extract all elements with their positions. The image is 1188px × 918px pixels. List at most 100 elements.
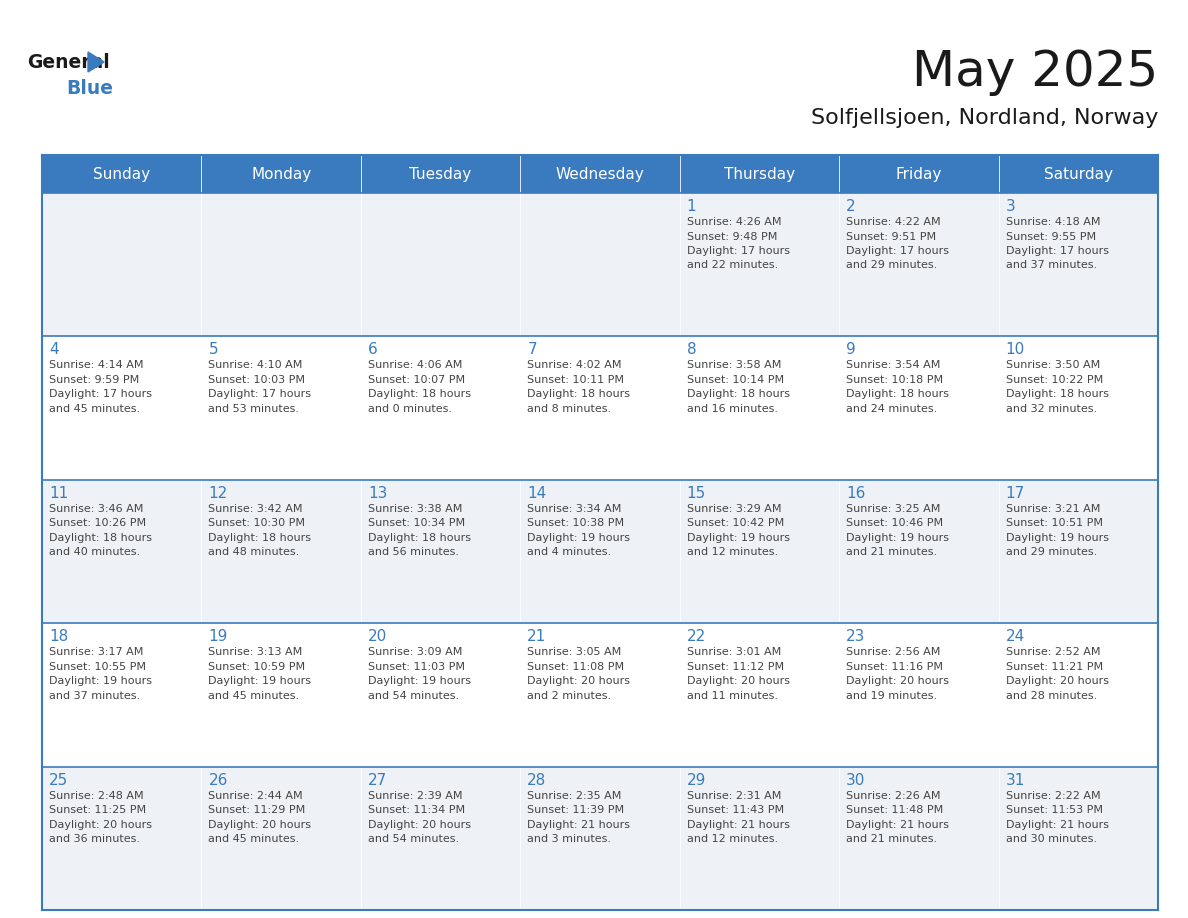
Text: and 16 minutes.: and 16 minutes. bbox=[687, 404, 778, 414]
Text: Wednesday: Wednesday bbox=[556, 166, 644, 182]
Text: Sunrise: 2:31 AM: Sunrise: 2:31 AM bbox=[687, 790, 781, 800]
Bar bbox=[999, 155, 1158, 193]
Bar bbox=[202, 480, 361, 623]
Text: Sunrise: 3:13 AM: Sunrise: 3:13 AM bbox=[208, 647, 303, 657]
Text: 21: 21 bbox=[527, 629, 546, 644]
Text: Sunrise: 4:18 AM: Sunrise: 4:18 AM bbox=[1005, 217, 1100, 227]
Text: 18: 18 bbox=[49, 629, 68, 644]
Text: and 53 minutes.: and 53 minutes. bbox=[208, 404, 299, 414]
Bar bbox=[361, 155, 520, 193]
Text: Sunset: 11:08 PM: Sunset: 11:08 PM bbox=[527, 662, 625, 672]
Text: and 37 minutes.: and 37 minutes. bbox=[1005, 261, 1097, 271]
Bar bbox=[839, 767, 999, 910]
Text: Sunset: 10:07 PM: Sunset: 10:07 PM bbox=[368, 375, 465, 385]
Text: Daylight: 20 hours: Daylight: 20 hours bbox=[1005, 677, 1108, 686]
Text: Daylight: 21 hours: Daylight: 21 hours bbox=[1005, 820, 1108, 830]
Text: 10: 10 bbox=[1005, 342, 1025, 357]
Text: and 36 minutes.: and 36 minutes. bbox=[49, 834, 140, 844]
Text: and 30 minutes.: and 30 minutes. bbox=[1005, 834, 1097, 844]
Text: Daylight: 20 hours: Daylight: 20 hours bbox=[49, 820, 152, 830]
Text: Sunset: 9:59 PM: Sunset: 9:59 PM bbox=[49, 375, 139, 385]
Text: Sunrise: 4:26 AM: Sunrise: 4:26 AM bbox=[687, 217, 782, 227]
Text: Daylight: 21 hours: Daylight: 21 hours bbox=[687, 820, 790, 830]
Text: 12: 12 bbox=[208, 486, 228, 501]
Text: Sunset: 9:55 PM: Sunset: 9:55 PM bbox=[1005, 231, 1095, 241]
Bar bbox=[202, 336, 361, 480]
Text: 6: 6 bbox=[368, 342, 378, 357]
Text: and 45 minutes.: and 45 minutes. bbox=[49, 404, 140, 414]
Bar bbox=[680, 155, 839, 193]
Text: Daylight: 20 hours: Daylight: 20 hours bbox=[527, 677, 631, 686]
Bar bbox=[839, 623, 999, 767]
Text: 4: 4 bbox=[49, 342, 58, 357]
Bar bbox=[999, 480, 1158, 623]
Text: Sunrise: 3:54 AM: Sunrise: 3:54 AM bbox=[846, 361, 941, 370]
Text: Sunset: 10:55 PM: Sunset: 10:55 PM bbox=[49, 662, 146, 672]
Text: Daylight: 19 hours: Daylight: 19 hours bbox=[208, 677, 311, 686]
Text: Saturday: Saturday bbox=[1044, 166, 1113, 182]
Bar bbox=[42, 155, 202, 193]
Text: Sunrise: 3:21 AM: Sunrise: 3:21 AM bbox=[1005, 504, 1100, 514]
Text: Sunrise: 3:50 AM: Sunrise: 3:50 AM bbox=[1005, 361, 1100, 370]
Text: Sunset: 10:34 PM: Sunset: 10:34 PM bbox=[368, 519, 465, 528]
Bar bbox=[361, 623, 520, 767]
Text: Blue: Blue bbox=[67, 79, 114, 97]
Text: and 37 minutes.: and 37 minutes. bbox=[49, 690, 140, 700]
Bar bbox=[839, 336, 999, 480]
Text: Sunset: 11:43 PM: Sunset: 11:43 PM bbox=[687, 805, 784, 815]
Text: Friday: Friday bbox=[896, 166, 942, 182]
Text: and 45 minutes.: and 45 minutes. bbox=[208, 834, 299, 844]
Text: and 4 minutes.: and 4 minutes. bbox=[527, 547, 612, 557]
Text: Sunset: 10:46 PM: Sunset: 10:46 PM bbox=[846, 519, 943, 528]
Text: Sunrise: 3:38 AM: Sunrise: 3:38 AM bbox=[368, 504, 462, 514]
Text: and 28 minutes.: and 28 minutes. bbox=[1005, 690, 1097, 700]
Bar bbox=[999, 623, 1158, 767]
Text: Sunset: 11:12 PM: Sunset: 11:12 PM bbox=[687, 662, 784, 672]
Bar bbox=[42, 336, 202, 480]
Text: Daylight: 17 hours: Daylight: 17 hours bbox=[49, 389, 152, 399]
Text: Sunrise: 3:01 AM: Sunrise: 3:01 AM bbox=[687, 647, 781, 657]
Text: Sunset: 11:25 PM: Sunset: 11:25 PM bbox=[49, 805, 146, 815]
Bar bbox=[999, 193, 1158, 336]
Text: Sunrise: 3:25 AM: Sunrise: 3:25 AM bbox=[846, 504, 941, 514]
Text: and 3 minutes.: and 3 minutes. bbox=[527, 834, 612, 844]
Text: Sunset: 10:03 PM: Sunset: 10:03 PM bbox=[208, 375, 305, 385]
Text: Sunrise: 2:44 AM: Sunrise: 2:44 AM bbox=[208, 790, 303, 800]
Text: and 29 minutes.: and 29 minutes. bbox=[846, 261, 937, 271]
Text: Daylight: 20 hours: Daylight: 20 hours bbox=[368, 820, 470, 830]
Text: Sunset: 10:26 PM: Sunset: 10:26 PM bbox=[49, 519, 146, 528]
Text: Sunset: 11:34 PM: Sunset: 11:34 PM bbox=[368, 805, 465, 815]
Text: Daylight: 17 hours: Daylight: 17 hours bbox=[208, 389, 311, 399]
Bar bbox=[839, 155, 999, 193]
Text: 22: 22 bbox=[687, 629, 706, 644]
Text: Daylight: 17 hours: Daylight: 17 hours bbox=[687, 246, 790, 256]
Bar bbox=[680, 767, 839, 910]
Text: and 48 minutes.: and 48 minutes. bbox=[208, 547, 299, 557]
Text: 11: 11 bbox=[49, 486, 68, 501]
Text: Sunrise: 3:34 AM: Sunrise: 3:34 AM bbox=[527, 504, 621, 514]
Text: 15: 15 bbox=[687, 486, 706, 501]
Text: Sunset: 11:29 PM: Sunset: 11:29 PM bbox=[208, 805, 305, 815]
Bar bbox=[999, 336, 1158, 480]
Bar bbox=[42, 193, 202, 336]
Text: Sunset: 11:16 PM: Sunset: 11:16 PM bbox=[846, 662, 943, 672]
Bar bbox=[680, 336, 839, 480]
Bar bbox=[361, 480, 520, 623]
Text: 31: 31 bbox=[1005, 773, 1025, 788]
Text: and 29 minutes.: and 29 minutes. bbox=[1005, 547, 1097, 557]
Text: and 12 minutes.: and 12 minutes. bbox=[687, 547, 778, 557]
Text: Sunrise: 3:46 AM: Sunrise: 3:46 AM bbox=[49, 504, 144, 514]
Text: Daylight: 20 hours: Daylight: 20 hours bbox=[208, 820, 311, 830]
Bar bbox=[202, 623, 361, 767]
Text: 3: 3 bbox=[1005, 199, 1016, 214]
Text: 26: 26 bbox=[208, 773, 228, 788]
Text: and 40 minutes.: and 40 minutes. bbox=[49, 547, 140, 557]
Text: Daylight: 19 hours: Daylight: 19 hours bbox=[368, 677, 470, 686]
Text: and 21 minutes.: and 21 minutes. bbox=[846, 547, 937, 557]
Text: Sunset: 10:22 PM: Sunset: 10:22 PM bbox=[1005, 375, 1102, 385]
Bar bbox=[520, 623, 680, 767]
Text: 5: 5 bbox=[208, 342, 219, 357]
Polygon shape bbox=[88, 52, 105, 72]
Text: Daylight: 17 hours: Daylight: 17 hours bbox=[846, 246, 949, 256]
Text: 1: 1 bbox=[687, 199, 696, 214]
